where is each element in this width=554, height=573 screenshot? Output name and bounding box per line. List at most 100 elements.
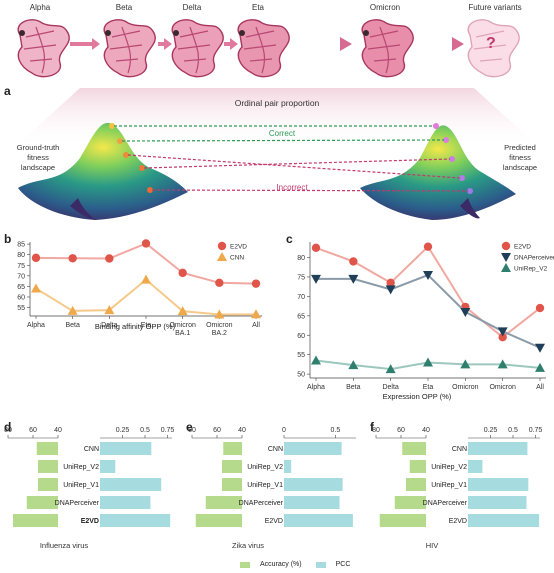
pcc-bar-cnn xyxy=(100,442,152,455)
x-tick-label: Eta xyxy=(141,322,152,329)
y-tick-label: 75 xyxy=(297,274,305,281)
y-tick-label: 55 xyxy=(297,352,305,359)
accuracy-bar-dnaperceiver xyxy=(394,496,426,509)
legend-label-cnn: CNN xyxy=(230,255,244,262)
bar-category-label: DNAPerceiver xyxy=(239,500,284,507)
x-tick-label: Eta xyxy=(423,384,434,391)
accuracy-bar-unirep_v1 xyxy=(38,478,58,491)
svg-text:landscape: landscape xyxy=(503,163,537,172)
y-tick-label: 70 xyxy=(297,294,305,301)
x-tick-label: Beta xyxy=(346,384,361,391)
accuracy-tick-label: 80 xyxy=(4,427,12,434)
y-tick-label: 85 xyxy=(17,242,25,249)
correct-label: Correct xyxy=(269,129,296,138)
pcc-tick-label: 0 xyxy=(282,427,286,434)
data-point-e2vd xyxy=(31,253,41,263)
accuracy-bar-unirep_v2 xyxy=(38,460,58,473)
bar-category-label: UniRep_V2 xyxy=(431,464,467,471)
data-point-unirep_v2 xyxy=(460,359,471,369)
influenza-bar-chart: 80 60 40 0.25 0.5 0.75 CNN UniRep_V2 UniRep_V1 DN… xyxy=(4,427,174,550)
accuracy-bar-e2vd xyxy=(195,514,242,527)
bar-category-label: UniRep_V1 xyxy=(431,482,467,489)
ordinal-title: Ordinal pair proportion xyxy=(235,98,320,108)
data-point-e2vd xyxy=(349,257,358,266)
variant-label-alpha: Alpha xyxy=(30,3,51,12)
x-tick-label: Omicron xyxy=(169,322,196,329)
y-tick-label: 50 xyxy=(297,372,305,379)
pcc-bar-unirep_v2 xyxy=(100,460,116,473)
x-tick-label: All xyxy=(252,322,260,329)
legend-pcc-swatch xyxy=(315,561,326,568)
x-tick-label: BA.2 xyxy=(212,330,227,336)
legend-label-e2vd: E2VD xyxy=(230,244,247,251)
legend-accuracy-label: Accuracy (%) xyxy=(260,561,302,568)
data-point-cnn xyxy=(31,283,41,293)
data-point-e2vd xyxy=(105,254,114,263)
variant-label-eta: Eta xyxy=(252,3,265,12)
pcc-tick-label: 0.75 xyxy=(529,427,543,434)
legend-label-dnaperceiver: DNAPerceiver xyxy=(514,255,554,262)
y-tick-label: 65 xyxy=(17,284,25,291)
accuracy-bar-dnaperceiver xyxy=(26,496,58,509)
pcc-bar-unirep_v2 xyxy=(468,460,483,473)
legend-marker-unirep_v2 xyxy=(501,263,511,272)
svg-text:fitness: fitness xyxy=(27,153,49,162)
predicted-landscape xyxy=(360,125,516,220)
svg-text:fitness: fitness xyxy=(509,153,531,162)
bar-category-label: CNN xyxy=(452,446,467,453)
variant-label-omicron: Omicron xyxy=(370,3,400,12)
correct-pair-lines xyxy=(114,125,445,142)
pcc-bar-cnn xyxy=(284,442,342,455)
pcc-bar-dnaperceiver xyxy=(100,496,151,509)
pcc-bar-e2vd xyxy=(284,514,353,527)
accuracy-tick-label: 60 xyxy=(213,427,221,434)
y-tick-label: 75 xyxy=(17,263,25,270)
legend-accuracy-swatch xyxy=(240,561,250,568)
data-point-e2vd xyxy=(141,239,151,248)
data-point-cnn xyxy=(67,305,78,315)
pcc-bar-unirep_v1 xyxy=(468,478,529,491)
x-tick-label: BA.1 xyxy=(175,330,190,336)
pcc-bar-dnaperceiver xyxy=(468,496,527,509)
bar-category-label: DNAPerceiver xyxy=(423,500,468,507)
accuracy-bar-unirep_v1 xyxy=(222,478,242,491)
pcc-bar-dnaperceiver xyxy=(284,496,340,509)
panel-letter-f: f xyxy=(370,420,374,434)
svg-text:Predicted: Predicted xyxy=(504,143,536,152)
x-tick-label: Omicron xyxy=(206,322,233,329)
protein-alpha-icon xyxy=(17,19,70,78)
accuracy-tick-label: 60 xyxy=(397,427,405,434)
legend-marker-e2vd xyxy=(501,241,511,251)
accuracy-tick-label: 80 xyxy=(188,427,196,434)
x-tick-label: Alpha xyxy=(307,384,325,391)
legend-pcc-label: PCC xyxy=(335,561,351,568)
y-tick-label: 55 xyxy=(17,305,25,312)
pcc-tick-label: 0.25 xyxy=(484,427,498,434)
data-point-e2vd xyxy=(311,243,321,253)
panel-b-xlabel: Binding affinity OPP (%) xyxy=(94,322,176,331)
bar-chart-title: Influenza virus xyxy=(40,541,89,550)
x-tick-label: Delta xyxy=(101,322,117,329)
y-tick-label: 60 xyxy=(297,333,305,340)
data-point-cnn xyxy=(104,305,115,315)
pcc-tick-label: 0.5 xyxy=(140,427,150,434)
data-point-dnaperceiver xyxy=(423,271,433,281)
expression-chart: 50556065707580AlphaBetaDeltaEtaOmicronBA… xyxy=(297,241,554,391)
data-point-e2vd xyxy=(68,254,77,263)
pcc-tick-label: 0.25 xyxy=(116,427,130,434)
x-tick-label: Alpha xyxy=(27,322,45,329)
bar-category-label: CNN xyxy=(84,446,99,453)
x-tick-label: Delta xyxy=(382,384,398,391)
bar-category-label: UniRep_V1 xyxy=(63,482,99,489)
accuracy-tick-label: 40 xyxy=(422,427,430,434)
legend-label-unirep_v2: UniRep_V2 xyxy=(514,266,548,273)
accuracy-bar-e2vd xyxy=(379,514,426,527)
accuracy-bar-unirep_v2 xyxy=(222,460,242,473)
panel-letter-b: b xyxy=(4,232,12,246)
accuracy-bar-cnn xyxy=(223,442,242,455)
data-point-e2vd xyxy=(498,333,507,342)
data-point-dnaperceiver xyxy=(311,274,321,284)
variant-strip: ? Alpha Beta Delta Eta Omicron Future va… xyxy=(17,3,522,78)
data-point-unirep_v2 xyxy=(311,355,321,365)
